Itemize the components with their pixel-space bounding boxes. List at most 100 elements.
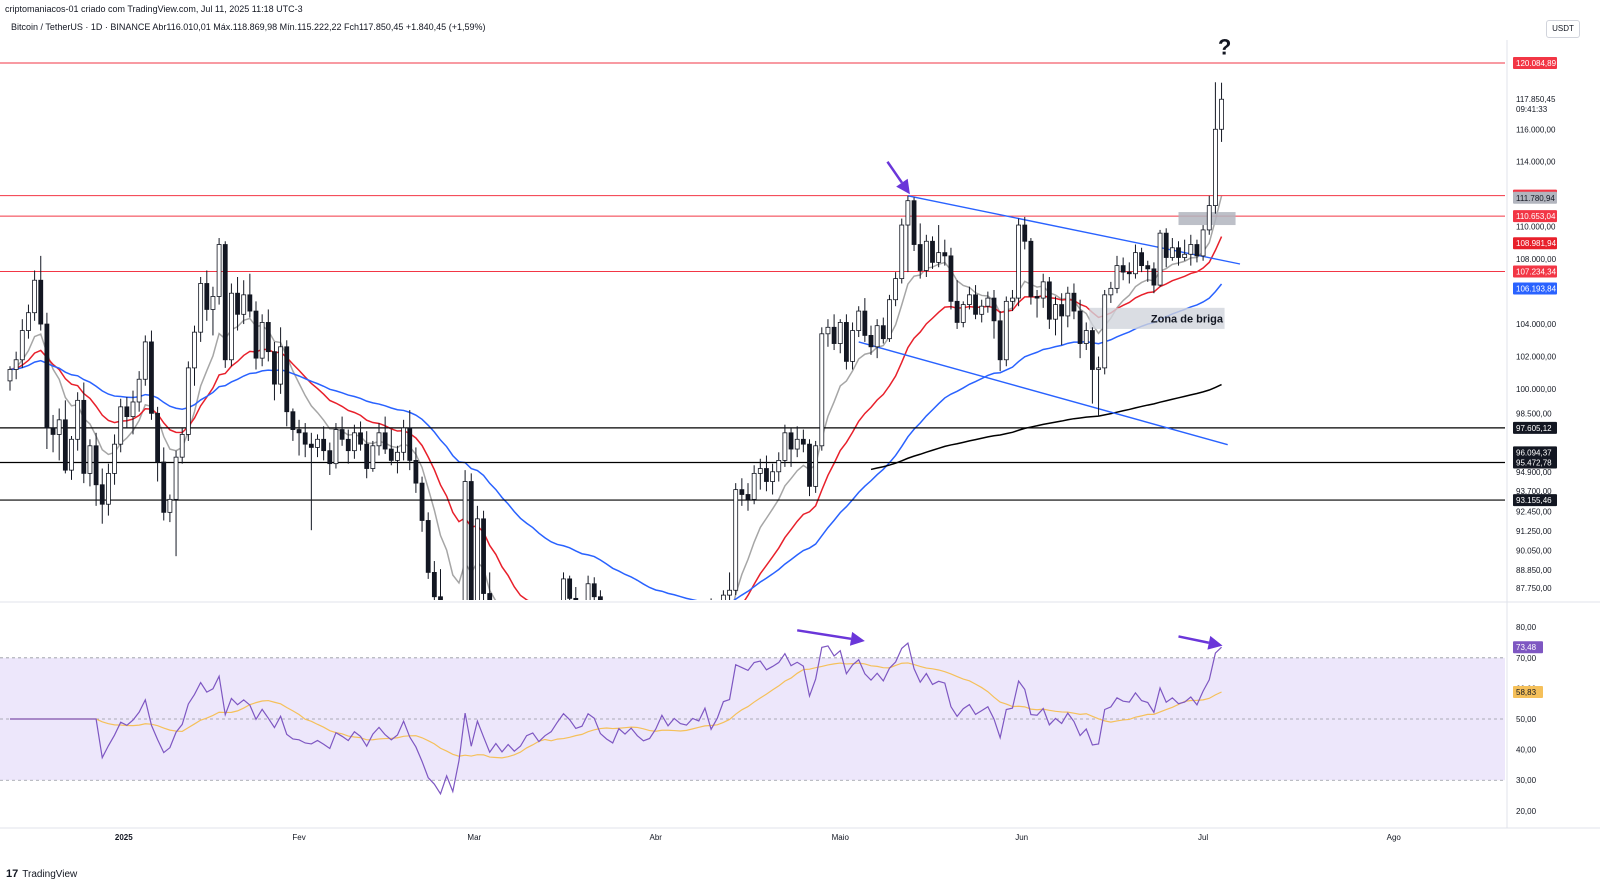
- candle-up[interactable]: [278, 346, 284, 385]
- candle-down[interactable]: [431, 572, 437, 598]
- candle-down[interactable]: [149, 341, 154, 414]
- candle-up[interactable]: [179, 434, 185, 458]
- candle-up[interactable]: [721, 594, 726, 631]
- candle-up[interactable]: [216, 244, 222, 297]
- candle-up[interactable]: [167, 498, 173, 513]
- candle-down[interactable]: [364, 443, 370, 469]
- candle-up[interactable]: [1114, 265, 1120, 289]
- candle-up[interactable]: [531, 634, 535, 644]
- candle-down[interactable]: [438, 596, 443, 638]
- candle-up[interactable]: [462, 481, 468, 615]
- candle-up[interactable]: [782, 432, 788, 461]
- candle-down[interactable]: [1059, 304, 1065, 317]
- candle-up[interactable]: [985, 297, 991, 307]
- candle-down[interactable]: [930, 240, 935, 263]
- candle-down[interactable]: [99, 484, 105, 505]
- candle-up[interactable]: [445, 608, 449, 637]
- candle-up[interactable]: [56, 419, 62, 435]
- candle-up[interactable]: [899, 224, 905, 280]
- candle-down[interactable]: [388, 448, 394, 461]
- candle-down[interactable]: [155, 412, 161, 463]
- candle-down[interactable]: [124, 406, 130, 417]
- candle-up[interactable]: [1010, 297, 1015, 302]
- candle-down[interactable]: [468, 481, 474, 615]
- candle-down[interactable]: [358, 432, 363, 445]
- candle-down[interactable]: [942, 252, 948, 257]
- candle-down[interactable]: [697, 631, 701, 636]
- candle-up[interactable]: [1188, 244, 1194, 255]
- candle-down[interactable]: [1151, 268, 1157, 286]
- candle-down[interactable]: [666, 621, 670, 645]
- candle-up[interactable]: [923, 240, 929, 271]
- candle-up[interactable]: [555, 608, 559, 639]
- candle-up[interactable]: [173, 456, 179, 500]
- candle-up[interactable]: [757, 468, 763, 474]
- candle-down[interactable]: [1090, 330, 1095, 370]
- candle-down[interactable]: [265, 322, 271, 353]
- candle-up[interactable]: [1200, 229, 1206, 257]
- candle-up[interactable]: [75, 399, 81, 440]
- candle-up[interactable]: [1169, 247, 1175, 258]
- candle-up[interactable]: [905, 200, 911, 226]
- candle-down[interactable]: [917, 244, 923, 271]
- candle-down[interactable]: [954, 300, 960, 323]
- candle-down[interactable]: [1046, 281, 1052, 320]
- candle-up[interactable]: [1102, 294, 1108, 369]
- candle-up[interactable]: [561, 578, 566, 608]
- candle-up[interactable]: [794, 438, 800, 450]
- lower-trendline[interactable]: [858, 341, 1228, 446]
- candle-up[interactable]: [185, 367, 191, 435]
- candle-up[interactable]: [776, 460, 782, 473]
- candle-up[interactable]: [580, 621, 584, 627]
- candle-up[interactable]: [136, 378, 142, 403]
- candle-down[interactable]: [1163, 232, 1169, 258]
- candle-down[interactable]: [598, 596, 603, 644]
- candle-down[interactable]: [413, 460, 419, 484]
- candle-up[interactable]: [1108, 287, 1114, 296]
- candle-down[interactable]: [678, 629, 682, 640]
- candle-up[interactable]: [819, 333, 825, 447]
- tradingview-brand[interactable]: 17 TradingView: [6, 868, 77, 880]
- candle-up[interactable]: [715, 631, 719, 652]
- candle-up[interactable]: [967, 294, 972, 305]
- candle-up[interactable]: [1133, 252, 1138, 275]
- candle-up[interactable]: [979, 305, 985, 315]
- candle-up[interactable]: [1182, 253, 1188, 258]
- candle-down[interactable]: [81, 399, 87, 474]
- candle-down[interactable]: [685, 641, 689, 644]
- candle-down[interactable]: [1028, 240, 1034, 297]
- candle-up[interactable]: [936, 252, 942, 263]
- candle-up[interactable]: [660, 621, 664, 652]
- candle-up[interactable]: [1003, 300, 1009, 361]
- candle-up[interactable]: [198, 283, 204, 333]
- candle-down[interactable]: [788, 432, 794, 450]
- candle-down[interactable]: [1139, 252, 1144, 267]
- candle-down[interactable]: [973, 294, 978, 315]
- candle-up[interactable]: [401, 427, 407, 453]
- candle-down[interactable]: [764, 468, 769, 482]
- candle-down[interactable]: [1145, 265, 1151, 270]
- candle-up[interactable]: [887, 299, 892, 340]
- candle-down[interactable]: [807, 443, 812, 487]
- candle-up[interactable]: [192, 331, 197, 369]
- candle-down[interactable]: [1077, 310, 1083, 344]
- candle-down[interactable]: [997, 320, 1003, 361]
- candle-up[interactable]: [130, 401, 136, 417]
- candle-up[interactable]: [69, 438, 74, 471]
- candle-up[interactable]: [850, 330, 855, 362]
- candle-down[interactable]: [1194, 244, 1200, 257]
- candle-down[interactable]: [345, 438, 351, 452]
- candle-up[interactable]: [106, 472, 111, 505]
- candle-up[interactable]: [856, 310, 862, 331]
- candle-down[interactable]: [880, 325, 886, 340]
- candle-down[interactable]: [44, 323, 50, 429]
- candle-up[interactable]: [370, 445, 376, 469]
- candle-up[interactable]: [549, 639, 553, 652]
- candle-up[interactable]: [474, 518, 480, 615]
- candle-down[interactable]: [591, 583, 597, 598]
- candle-down[interactable]: [739, 489, 745, 495]
- candle-up[interactable]: [893, 278, 898, 301]
- candle-up[interactable]: [874, 325, 880, 348]
- fight-zone-rect[interactable]: [1089, 307, 1225, 329]
- candle-down[interactable]: [419, 482, 425, 521]
